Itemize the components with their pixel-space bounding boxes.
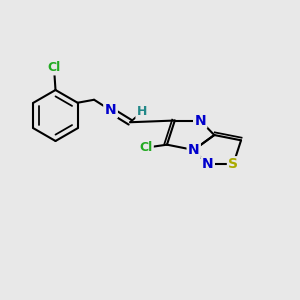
Text: N: N bbox=[202, 158, 214, 172]
Text: Cl: Cl bbox=[139, 141, 153, 154]
Text: H: H bbox=[137, 105, 147, 118]
Text: N: N bbox=[194, 113, 206, 128]
Text: N: N bbox=[105, 103, 116, 117]
Text: N: N bbox=[188, 143, 200, 157]
Text: Cl: Cl bbox=[47, 61, 61, 74]
Text: N: N bbox=[105, 103, 116, 117]
Text: Cl: Cl bbox=[47, 61, 61, 74]
Text: H: H bbox=[137, 105, 147, 118]
Text: S: S bbox=[228, 158, 238, 172]
